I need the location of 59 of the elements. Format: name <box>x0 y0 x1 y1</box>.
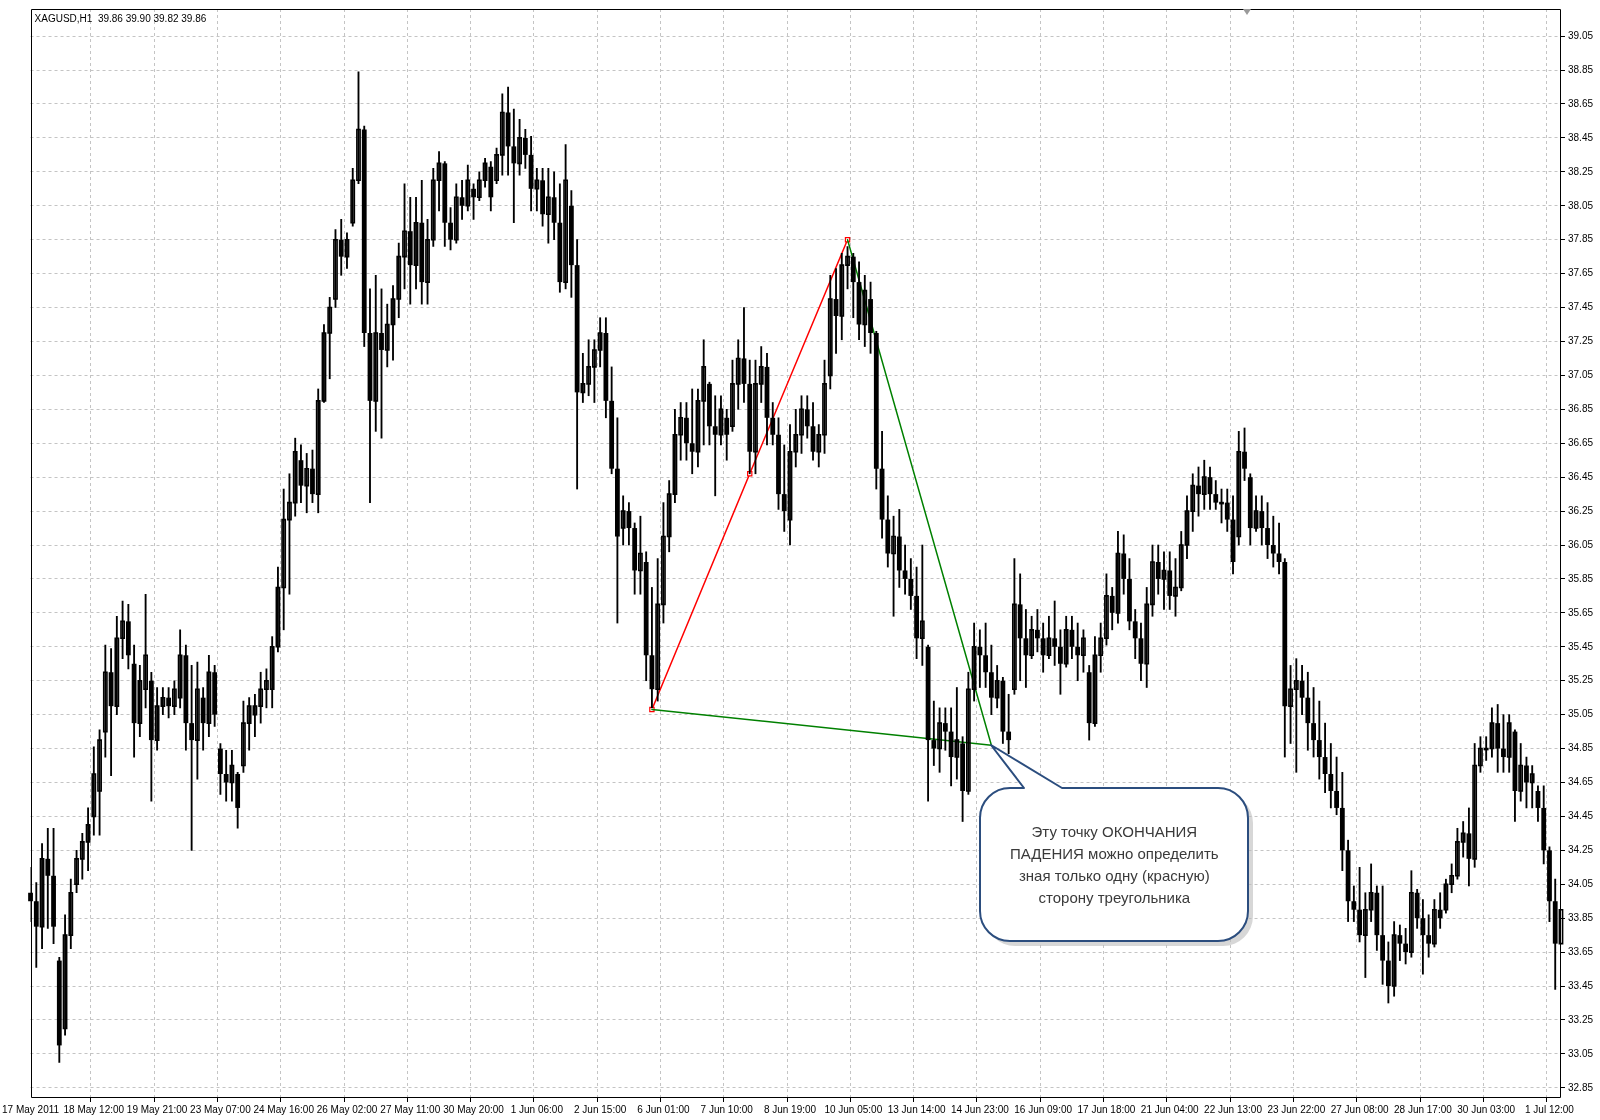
y-tick-label: 35.05 <box>1567 708 1594 720</box>
x-tick-label: 28 Jun 17:00 <box>1393 1103 1453 1115</box>
x-tick-label: 2 Jun 15:00 <box>574 1103 627 1115</box>
y-tick-label: 34.85 <box>1567 742 1594 754</box>
x-tick-label: 23 May 07:00 <box>190 1103 252 1115</box>
annotation: Эту точку ОКОНЧАНИЯ ПАДЕНИЯ можно определить зная только одну (красную) сторону треугольника <box>1010 821 1219 908</box>
y-tick-label: 38.65 <box>1567 97 1594 109</box>
y-tick-label: 35.85 <box>1567 572 1594 584</box>
x-tick-label: 18 May 12:00 <box>63 1103 125 1115</box>
y-tick-label: 36.05 <box>1567 538 1594 550</box>
x-tick-label: 30 Jun 03:00 <box>1457 1103 1516 1115</box>
y-tick-label: 33.65 <box>1567 945 1594 957</box>
x-tick-label: 24 May 16:00 <box>253 1103 315 1115</box>
x-tick-label: 7 Jun 10:00 <box>700 1103 754 1115</box>
y-tick-label: 35.25 <box>1567 674 1594 686</box>
y-tick-label: 38.45 <box>1567 131 1594 143</box>
y-tick-label: 35.45 <box>1567 640 1594 652</box>
y-tick-label: 37.25 <box>1567 335 1594 347</box>
y-tick-label: 38.25 <box>1567 165 1594 177</box>
x-tick-label: 23 Jun 22:00 <box>1267 1103 1326 1115</box>
x-tick-label: 14 Jun 23:00 <box>950 1103 1010 1115</box>
x-tick-label: 21 Jun 04:00 <box>1140 1103 1200 1115</box>
y-tick-label: 34.65 <box>1567 776 1594 788</box>
x-tick-label: 8 Jun 19:00 <box>763 1103 817 1115</box>
x-tick-label: 1 Jul 12:00 <box>1525 1103 1575 1115</box>
x-tick-label: 26 May 02:00 <box>316 1103 378 1115</box>
x-tick-label: 30 May 20:00 <box>443 1103 505 1115</box>
y-tick-label: 36.25 <box>1567 504 1594 516</box>
y-tick-label: 33.05 <box>1567 1047 1594 1059</box>
y-tick-label: 37.45 <box>1567 301 1594 313</box>
y-tick-label: 39.05 <box>1567 29 1594 41</box>
x-tick-label: 13 Jun 14:00 <box>887 1103 946 1115</box>
x-tick-label: 16 Jun 09:00 <box>1014 1103 1073 1115</box>
y-tick-label: 37.05 <box>1567 369 1594 381</box>
y-tick-label: 36.45 <box>1567 470 1594 482</box>
y-tick-label: 35.65 <box>1567 606 1594 618</box>
x-tick-label: 27 Jun 08:00 <box>1330 1103 1389 1115</box>
y-tick-label: 32.85 <box>1567 1081 1594 1093</box>
y-tick-label: 36.65 <box>1567 436 1594 448</box>
x-tick-label: 10 Jun 05:00 <box>824 1103 883 1115</box>
x-tick-label: 1 Jun 06:00 <box>510 1103 564 1115</box>
y-tick-label: 33.45 <box>1567 979 1594 991</box>
y-tick-label: 36.85 <box>1567 403 1594 415</box>
x-tick-label: 22 Jun 13:00 <box>1204 1103 1263 1115</box>
x-tick-label: 17 May 2011 <box>2 1103 60 1115</box>
y-tick-label: 37.85 <box>1567 233 1594 245</box>
y-tick-label: 34.45 <box>1567 810 1594 822</box>
x-tick-label: 6 Jun 01:00 <box>637 1103 690 1115</box>
x-tick-label: 27 May 11:00 <box>380 1103 441 1115</box>
y-tick-label: 34.05 <box>1567 878 1594 890</box>
y-tick-label: 37.65 <box>1567 267 1594 279</box>
y-tick-label: 33.85 <box>1567 911 1594 923</box>
y-tick-label: 34.25 <box>1567 844 1594 856</box>
x-tick-label: 19 May 21:00 <box>126 1103 188 1115</box>
y-tick-label: 38.85 <box>1567 63 1594 75</box>
y-tick-label: 38.05 <box>1567 199 1594 211</box>
x-tick-label: 17 Jun 18:00 <box>1077 1103 1136 1115</box>
y-tick-label: 33.25 <box>1567 1013 1594 1025</box>
chart-title: XAGUSD,H1 39.86 39.90 39.82 39.86 <box>34 12 207 24</box>
